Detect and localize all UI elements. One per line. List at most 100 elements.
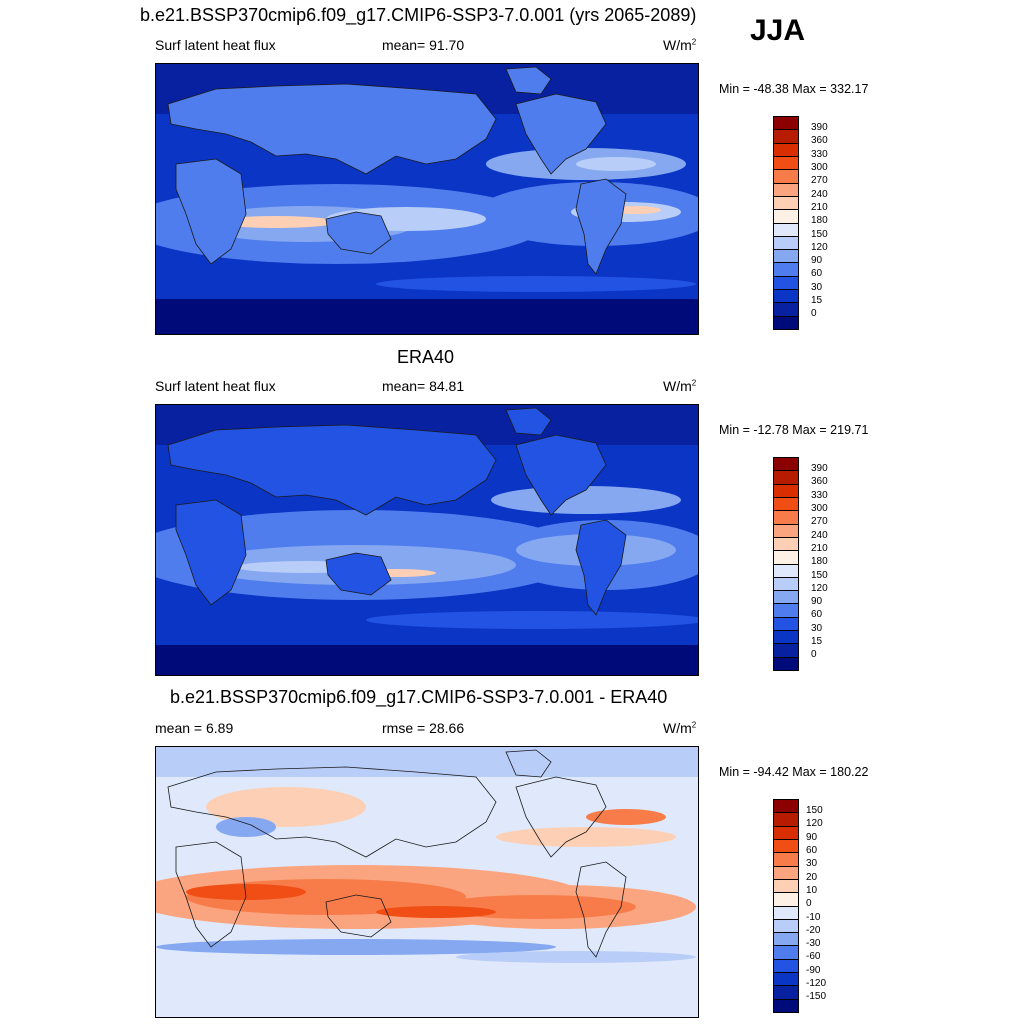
- colorbar-swatch: [774, 222, 798, 236]
- colorbar-tick-label: 390: [811, 463, 828, 474]
- panel-3-colorbar: [773, 799, 799, 1013]
- colorbar-swatch: [774, 945, 798, 959]
- colorbar-tick-label: 180: [811, 556, 828, 568]
- colorbar-swatch: [774, 302, 798, 316]
- colorbar-swatch: [774, 289, 798, 303]
- colorbar-tick-label: 90: [806, 831, 818, 843]
- colorbar-swatch: [774, 470, 798, 484]
- colorbar-tick-label: 300: [811, 502, 828, 514]
- colorbar-swatch: [774, 262, 798, 276]
- colorbar-swatch: [774, 643, 798, 657]
- colorbar-swatch: [774, 998, 798, 1012]
- colorbar-tick-label: 330: [811, 148, 828, 160]
- colorbar-tick-label: 120: [811, 241, 828, 253]
- season-label: JJA: [750, 14, 806, 47]
- colorbar-swatch: [774, 656, 798, 670]
- colorbar-tick-label: 60: [811, 268, 823, 280]
- colorbar-tick-label: 300: [811, 161, 828, 173]
- colorbar-tick-label: -90: [806, 964, 821, 976]
- panel-3-map-canvas: [156, 747, 698, 1017]
- panel-3-land-overlay: [167, 749, 627, 958]
- colorbar-tick-label: 360: [811, 135, 828, 147]
- panel-2-minmax: Min = -12.78 Max = 219.71: [719, 423, 869, 437]
- colorbar-tick-label: 90: [811, 255, 823, 267]
- panel-3-map: [155, 746, 699, 1018]
- panel-1-units-label: W/m2: [663, 37, 697, 53]
- colorbar-swatch: [774, 117, 798, 130]
- colorbar-swatch: [774, 603, 798, 617]
- panel-2-colorbar-labels: 390 360 330 300 270 240 210 180 150 120 90 60 30 15 0: [811, 463, 828, 664]
- colorbar-swatch: [774, 590, 798, 604]
- colorbar-tick-label: 240: [811, 188, 828, 200]
- colorbar-swatch: [774, 209, 798, 223]
- colorbar-tick-label: 15: [811, 636, 823, 648]
- colorbar-swatch: [774, 249, 798, 263]
- panel-2-mean-label: mean= 84.81: [382, 378, 465, 394]
- colorbar-swatch: [774, 985, 798, 999]
- colorbar-swatch: [774, 852, 798, 866]
- colorbar-tick-label: -20: [806, 924, 821, 936]
- colorbar-tick-label: 180: [811, 215, 828, 227]
- colorbar-swatch: [774, 918, 798, 933]
- colorbar-swatch: [774, 812, 798, 826]
- panel-1-land-overlay: [167, 66, 627, 275]
- panel-2-map: [155, 404, 699, 676]
- colorbar-tick-label: 150: [811, 228, 828, 240]
- panel-3-title: b.e21.BSSP370cmip6.f09_g17.CMIP6-SSP3-7.…: [170, 687, 668, 707]
- colorbar-swatch: [774, 958, 798, 973]
- colorbar-swatch: [774, 838, 798, 853]
- colorbar-tick-label: 210: [811, 542, 828, 554]
- colorbar-swatch: [774, 458, 798, 471]
- colorbar-tick-label: -120: [806, 978, 827, 990]
- colorbar-tick-label: 0: [806, 898, 812, 910]
- colorbar-tick-label: 240: [811, 529, 828, 541]
- panel-1-mean-label: mean= 91.70: [382, 37, 465, 53]
- colorbar-swatch: [774, 932, 798, 946]
- colorbar-swatch: [774, 616, 798, 631]
- colorbar-tick-label: 60: [811, 609, 823, 621]
- colorbar-swatch: [774, 550, 798, 564]
- panel-3-field: [156, 747, 698, 1017]
- colorbar-swatch: [774, 129, 798, 143]
- panel-2-title: ERA40: [397, 347, 455, 367]
- colorbar-tick-label: 10: [806, 884, 818, 896]
- panel-2-variable-label: Surf latent heat flux: [155, 378, 276, 394]
- panel-3-mean-label: mean = 6.89: [155, 720, 234, 736]
- colorbar-swatch: [774, 182, 798, 196]
- colorbar-tick-label: 30: [811, 281, 823, 293]
- colorbar-swatch: [774, 536, 798, 551]
- colorbar-tick-label: 0: [811, 649, 817, 661]
- colorbar-tick-label: 90: [811, 596, 823, 608]
- colorbar-swatch: [774, 155, 798, 170]
- colorbar-swatch: [774, 825, 798, 839]
- colorbar-tick-label: -60: [806, 951, 821, 963]
- colorbar-tick-label: 210: [811, 201, 828, 213]
- colorbar-tick-label: 30: [806, 858, 818, 870]
- panel-3-colorbar-labels: 150 120 90 60 30 20 10 0 -10 -20 -30 -60 -90 -120 -150: [806, 805, 827, 1006]
- panel-2-map-canvas: [156, 405, 698, 675]
- colorbar-tick-label: 270: [811, 516, 828, 528]
- colorbar-tick-label: 330: [811, 489, 828, 501]
- panel-1-variable-label: Surf latent heat flux: [155, 37, 276, 53]
- colorbar-tick-label: -150: [806, 991, 827, 1003]
- colorbar-tick-label: 360: [811, 476, 828, 488]
- colorbar-swatch: [774, 865, 798, 879]
- panel-3-rmse-label: rmse = 28.66: [382, 720, 465, 736]
- panel-2-land-overlay: [167, 407, 627, 616]
- colorbar-tick-label: 30: [811, 622, 823, 634]
- colorbar-swatch: [774, 510, 798, 524]
- panel-1-colorbar-labels: 390 360 330 300 270 240 210 180 150 120 90 60 30 15 0: [811, 122, 828, 323]
- colorbar-tick-label: 0: [811, 308, 817, 320]
- colorbar-swatch: [774, 523, 798, 537]
- panel-3-units-label: W/m2: [663, 720, 697, 736]
- colorbar-swatch: [774, 195, 798, 210]
- colorbar-tick-label: -10: [806, 911, 821, 923]
- colorbar-tick-label: 390: [811, 122, 828, 133]
- colorbar-swatch: [774, 169, 798, 183]
- panel-1-colorbar: [773, 116, 799, 330]
- colorbar-swatch: [774, 905, 798, 919]
- panel-1-title: b.e21.BSSP370cmip6.f09_g17.CMIP6-SSP3-7.…: [140, 5, 697, 25]
- colorbar-swatch: [774, 496, 798, 511]
- colorbar-tick-label: 270: [811, 175, 828, 187]
- colorbar-swatch: [774, 563, 798, 577]
